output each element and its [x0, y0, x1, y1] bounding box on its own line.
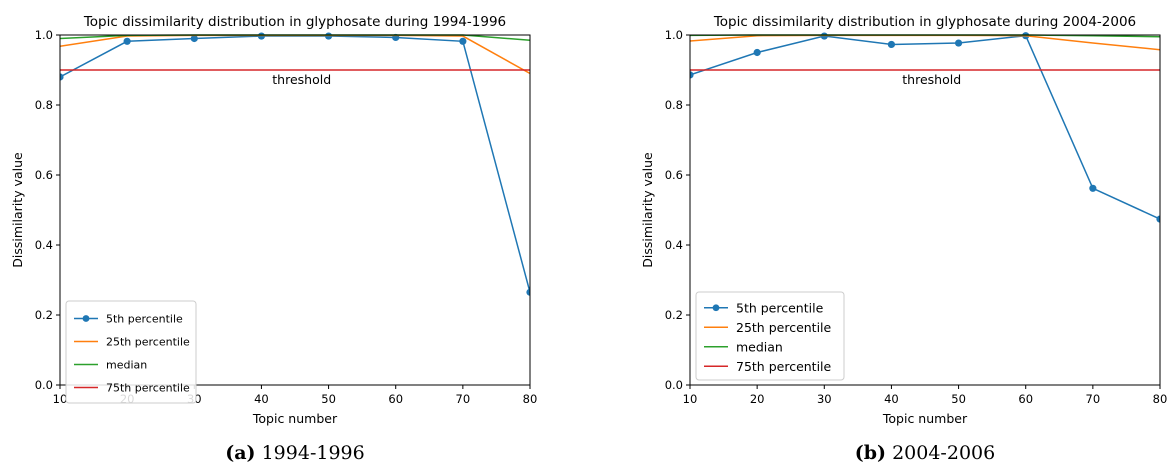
- legend-marker: [82, 315, 90, 322]
- x-tick-label: 20: [750, 392, 765, 406]
- threshold-annotation: threshold: [902, 72, 961, 87]
- data-point: [190, 34, 198, 43]
- y-tick-label: 0.6: [665, 168, 683, 182]
- x-tick-label: 80: [523, 392, 538, 406]
- x-tick-label: 70: [1086, 392, 1101, 406]
- legend-label: median: [106, 358, 147, 371]
- legend-label: 25th percentile: [736, 320, 832, 335]
- series-group: [690, 32, 1160, 223]
- y-tick-label: 0.8: [35, 98, 53, 112]
- x-tick-label: 80: [1153, 392, 1168, 406]
- y-tick-label: 0.0: [35, 378, 53, 392]
- data-point: [753, 48, 761, 57]
- caption-a-text: 1994-1996: [261, 442, 365, 464]
- data-point: [1156, 215, 1160, 223]
- plot-frame: [59, 34, 531, 386]
- data-point: [887, 40, 896, 49]
- y-tick-label: 0.8: [665, 98, 683, 112]
- x-tick-label: 40: [884, 392, 899, 406]
- y-tick-label: 1.0: [665, 28, 683, 42]
- chart-title: Topic dissimilarity distribution in glyp…: [713, 14, 1136, 30]
- legend: 5th percentile 25th percentile median 75th …: [65, 300, 197, 404]
- caption-b-label: (b): [854, 442, 887, 464]
- legend-label: 75th percentile: [736, 359, 832, 374]
- y-tick-label: 0.6: [35, 168, 53, 182]
- data-point: [123, 37, 131, 45]
- x-tick-label: 70: [456, 392, 471, 406]
- x-tick-label: 50: [321, 392, 336, 406]
- x-tick-label: 40: [254, 392, 269, 406]
- x-axis-label: Topic number: [882, 411, 968, 426]
- data-point: [60, 73, 64, 81]
- legend-label: 5th percentile: [736, 300, 824, 315]
- x-tick-label: 60: [388, 392, 403, 406]
- y-tick-label: 1.0: [35, 28, 53, 42]
- y-tick-label: 0.0: [665, 378, 683, 392]
- data-point: [954, 39, 963, 47]
- series-line-25th-percentile: [690, 34, 1160, 51]
- data-point: [459, 37, 467, 45]
- caption-b-text: 2004-2006: [892, 442, 996, 464]
- x-tick-label: 10: [53, 392, 68, 406]
- legend: 5th percentile 25th percentile median 75th …: [695, 291, 845, 381]
- caption-a-label: (a): [225, 442, 256, 464]
- legend-label: 5th percentile: [106, 312, 183, 325]
- caption-a: (a) 1994-1996: [60, 442, 530, 464]
- x-axis-label: Topic number: [252, 411, 338, 426]
- caption-b: (b) 2004-2006: [690, 442, 1160, 464]
- legend-box: [695, 291, 845, 381]
- x-tick-label: 50: [951, 392, 966, 406]
- threshold-annotation: threshold: [272, 72, 331, 87]
- y-axis-label: Dissimilarity value: [10, 152, 25, 268]
- legend-box: [65, 300, 197, 404]
- y-tick-label: 0.4: [665, 238, 683, 252]
- series-line-5th-percentile: [690, 34, 1160, 220]
- chart-title: Topic dissimilarity distribution in glyp…: [83, 14, 506, 30]
- y-tick-label: 0.2: [35, 308, 53, 322]
- data-point: [690, 71, 694, 79]
- x-tick-label: 30: [817, 392, 832, 406]
- x-tick-label: 10: [683, 392, 698, 406]
- legend-label: median: [736, 339, 783, 354]
- legend-marker: [712, 304, 720, 312]
- y-tick-label: 0.4: [35, 238, 53, 252]
- data-point: [526, 288, 530, 296]
- y-axis-label: Dissimilarity value: [640, 152, 655, 268]
- chart-2004-2006: 10 20 30 40 50 60 70 80 0.0 0.2 0.4 0.6 0.8 1.0 Topic …: [640, 14, 1167, 426]
- legend-label: 75th percentile: [106, 381, 190, 394]
- y-tick-label: 0.2: [665, 308, 683, 322]
- legend-label: 25th percentile: [106, 335, 190, 348]
- x-tick-label: 60: [1018, 392, 1033, 406]
- chart-1994-1996: 10203040506070800.00.20.40.60.81.0Topic …: [10, 14, 537, 426]
- data-point: [1089, 184, 1097, 192]
- plot-frame: [689, 34, 1161, 386]
